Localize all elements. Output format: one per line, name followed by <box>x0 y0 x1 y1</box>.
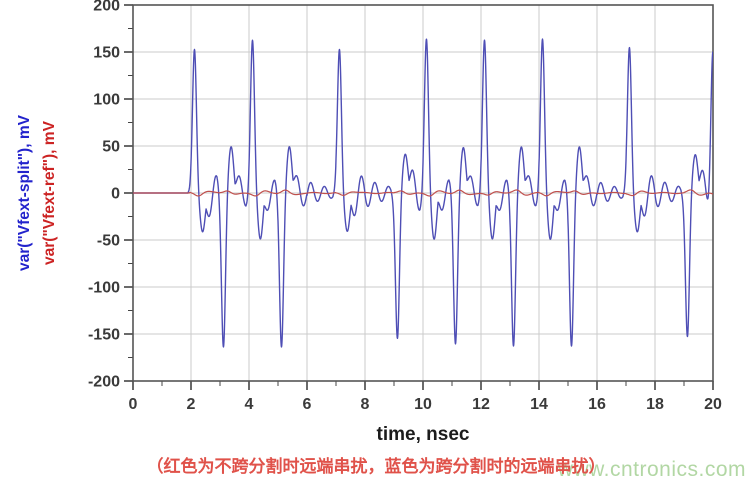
x-tick-label: 12 <box>472 396 490 413</box>
x-tick-label: 2 <box>187 396 196 413</box>
x-tick-label: 8 <box>361 396 370 413</box>
y-tick-label: -150 <box>88 327 120 344</box>
watermark: www.cntronics.com <box>557 458 746 481</box>
y-tick-label: -200 <box>88 374 120 391</box>
x-tick-label: 10 <box>414 396 432 413</box>
x-tick-label: 14 <box>530 396 548 413</box>
x-tick-label: 20 <box>704 396 722 413</box>
waveform-plot: 0 2 4 6 8 10 12 14 16 18 20 -200 -150 -100 -50 0 50 100 15… <box>88 0 722 413</box>
x-tick-label: 6 <box>303 396 312 413</box>
x-tick-label: 16 <box>588 396 606 413</box>
y-tick-label: 100 <box>93 92 120 109</box>
y-tick-label: 50 <box>102 139 120 156</box>
trace-vfext-ref <box>133 189 713 197</box>
y-tick-label: 0 <box>111 186 120 203</box>
figure-caption: （红色为不跨分割时远端串扰，蓝色为跨分割时的远端串扰） <box>146 457 606 477</box>
x-tick-label: 4 <box>245 396 254 413</box>
y-tick-label: -50 <box>97 233 120 250</box>
x-tick-label: 18 <box>646 396 664 413</box>
y-tick-label: 150 <box>93 45 120 62</box>
y-tick-label: -100 <box>88 280 120 297</box>
y-tick-label: 200 <box>93 0 120 15</box>
trace-vfext-split <box>133 38 713 348</box>
x-tick-label: 0 <box>129 396 138 413</box>
x-axis-title: time, nsec <box>376 424 470 445</box>
